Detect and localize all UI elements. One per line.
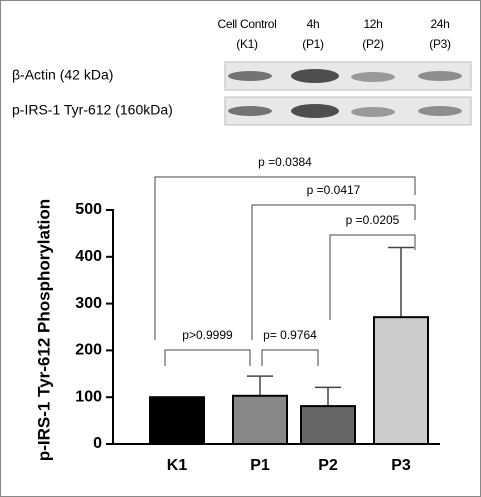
y-tick-label: 300 [75, 295, 102, 312]
blot: β-Actin (42 kDa) p-IRS-1 Tyr-612 (160kDa… [12, 61, 472, 126]
y-tick-label: 0 [93, 435, 102, 452]
lane-name: 4h [307, 17, 320, 31]
bar [232, 394, 288, 445]
bar [373, 316, 429, 445]
significance-bracket [261, 349, 319, 366]
significance-bracket [154, 176, 416, 340]
band [228, 71, 272, 81]
p-value: p =0.0384 [258, 155, 312, 169]
x-tick-label: P2 [318, 457, 338, 474]
x-tick-label: P3 [391, 457, 411, 474]
band [291, 104, 339, 118]
lane-code: (P2) [362, 37, 384, 51]
lane-code: (P3) [429, 37, 451, 51]
p-value: p =0.0205 [346, 213, 400, 227]
y-tick-label: 400 [75, 248, 102, 265]
lane-code: (K1) [236, 37, 258, 51]
band [418, 71, 462, 81]
p-value: p= 0.9764 [263, 328, 317, 342]
lane-code: (P1) [302, 37, 324, 51]
y-axis-label: p-IRS-1 Tyr-612 Phosphorylation [34, 199, 53, 461]
band [291, 69, 339, 83]
y-tick-label: 100 [75, 388, 102, 405]
lane-name: Cell Control [217, 17, 276, 31]
row-label: β-Actin (42 kDa) [12, 67, 113, 83]
row-label: p-IRS-1 Tyr-612 (160kDa) [12, 102, 173, 118]
x-tick-label: K1 [167, 457, 188, 474]
y-tick-label: 500 [75, 201, 102, 218]
y-tick-label: 200 [75, 342, 102, 359]
p-value: p =0.0417 [307, 183, 361, 197]
x-tick-label: P1 [250, 457, 270, 474]
band [418, 106, 462, 116]
bar [300, 405, 356, 446]
significance-bracket [329, 234, 416, 320]
significance-bracket [251, 204, 416, 340]
band [228, 106, 272, 116]
band [351, 107, 395, 117]
significance-bracket [164, 349, 251, 366]
p-value: p>0.9999 [182, 328, 233, 342]
lane-name: 12h [363, 17, 382, 31]
bar [149, 396, 205, 446]
band [351, 72, 395, 82]
lane-name: 24h [430, 17, 449, 31]
